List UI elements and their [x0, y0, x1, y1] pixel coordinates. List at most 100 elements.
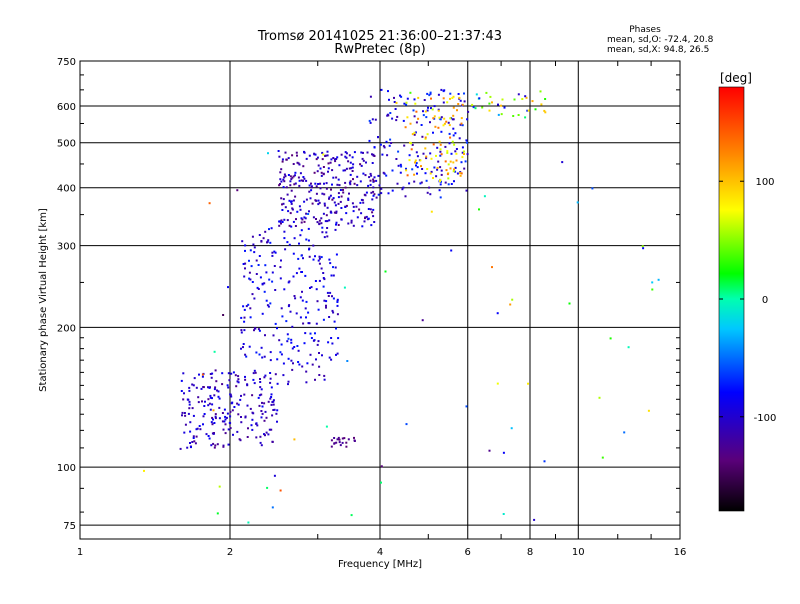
data-point [322, 166, 325, 168]
data-point [261, 356, 264, 359]
data-point [434, 125, 437, 128]
data-point [385, 140, 388, 143]
data-point [304, 274, 307, 277]
data-point [316, 221, 319, 224]
data-point [323, 278, 326, 281]
data-point [201, 400, 203, 403]
data-point [414, 161, 416, 164]
data-point [279, 178, 282, 181]
data-point [328, 356, 331, 359]
data-point [333, 201, 336, 204]
data-point [213, 350, 216, 353]
data-point [329, 210, 332, 213]
data-point [249, 307, 252, 310]
data-point [408, 159, 411, 162]
data-point [413, 133, 416, 136]
data-point [294, 182, 297, 185]
data-point [182, 398, 185, 401]
data-point [281, 221, 284, 223]
data-point [278, 184, 281, 187]
data-point [385, 174, 388, 177]
data-point [438, 189, 441, 192]
data-point [387, 90, 389, 93]
data-point [258, 329, 261, 332]
x-axis-label: Frequency [MHz] [338, 559, 422, 570]
data-point [299, 296, 302, 299]
data-point [244, 353, 247, 356]
data-point [381, 153, 384, 156]
data-point [432, 143, 435, 146]
data-point [325, 304, 327, 307]
data-point [438, 140, 441, 143]
data-point [380, 481, 382, 484]
data-point [455, 148, 458, 150]
data-point [344, 206, 347, 208]
data-point [268, 278, 271, 281]
data-point [186, 446, 189, 449]
data-point [328, 219, 331, 222]
data-point [447, 121, 450, 124]
data-point [311, 202, 314, 205]
data-point [326, 235, 329, 238]
data-point [342, 188, 344, 191]
data-point [266, 241, 268, 244]
data-point [255, 259, 258, 262]
data-point [335, 353, 337, 356]
data-point [280, 180, 283, 183]
data-point [284, 206, 287, 209]
data-point [221, 420, 224, 423]
data-point [287, 281, 290, 284]
data-point [253, 369, 256, 372]
data-point [260, 410, 263, 412]
data-point [335, 253, 338, 256]
data-point [425, 116, 428, 119]
data-point [422, 152, 425, 155]
data-point [359, 163, 362, 166]
data-point [326, 227, 329, 229]
data-point [454, 150, 457, 153]
data-point [236, 430, 239, 433]
data-point [257, 288, 260, 290]
data-point [540, 103, 543, 106]
data-point [333, 437, 336, 439]
x-tick-label: 1 [77, 547, 83, 558]
data-point [280, 307, 283, 310]
data-point [223, 420, 226, 423]
data-point [347, 199, 350, 201]
data-point [368, 139, 371, 142]
data-point [290, 178, 293, 181]
data-point [335, 158, 338, 160]
data-point [281, 203, 283, 206]
data-point [276, 358, 279, 361]
data-point [227, 386, 230, 389]
data-point [336, 156, 339, 159]
data-point [410, 142, 412, 145]
data-point [270, 386, 273, 389]
data-point [226, 384, 229, 387]
data-point [218, 406, 221, 409]
data-point [298, 267, 301, 270]
data-point [437, 126, 440, 129]
data-point [405, 103, 408, 106]
data-point [293, 183, 296, 186]
data-point [367, 208, 370, 210]
data-point [448, 142, 451, 145]
data-point [252, 378, 255, 381]
data-point [320, 174, 323, 177]
data-point [429, 172, 432, 175]
data-point [314, 378, 316, 381]
data-point [202, 386, 205, 389]
data-point [463, 167, 466, 170]
data-point [463, 100, 466, 103]
data-point [544, 111, 547, 114]
data-point [253, 297, 256, 300]
data-point [329, 262, 332, 265]
data-point [451, 97, 454, 99]
data-point [281, 160, 284, 163]
data-point [208, 386, 211, 389]
data-point [421, 319, 424, 322]
x-tick-label: 6 [465, 547, 471, 558]
data-point [209, 394, 212, 397]
data-point [391, 169, 394, 172]
data-point [431, 108, 434, 111]
